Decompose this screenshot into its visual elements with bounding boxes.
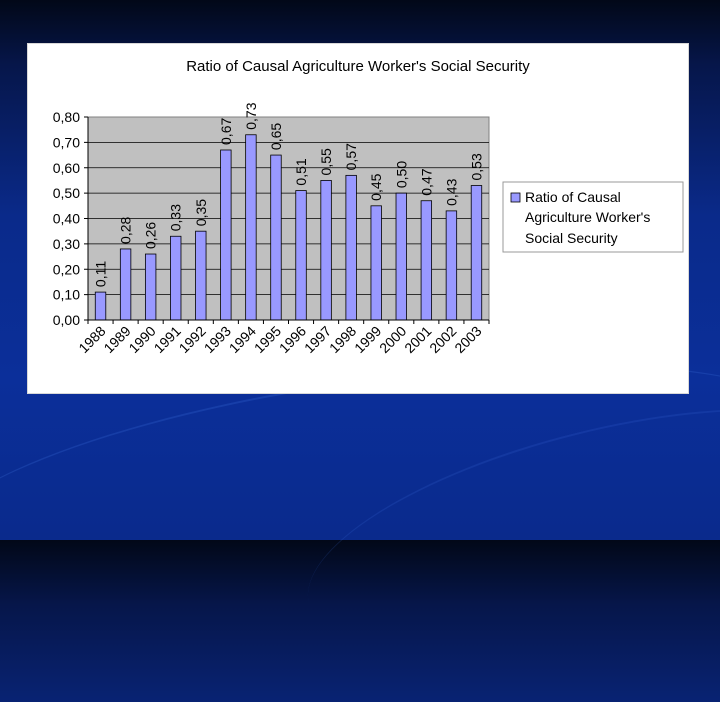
x-tick-label: 1990 xyxy=(125,323,158,356)
data-label: 0,67 xyxy=(218,118,234,145)
legend-line-1: Ratio of Causal xyxy=(525,189,621,205)
x-tick-label: 1993 xyxy=(201,323,234,356)
y-tick-label: 0,10 xyxy=(53,287,80,303)
bar xyxy=(220,149,232,321)
x-tick-label: 1992 xyxy=(176,323,209,356)
data-label: 0,35 xyxy=(193,199,209,226)
data-label: 0,53 xyxy=(468,153,484,180)
legend-line-2: Agriculture Worker's xyxy=(525,209,650,225)
x-tick-label: 1996 xyxy=(276,323,309,356)
bar xyxy=(370,205,382,321)
x-tick-label: 2003 xyxy=(451,323,484,356)
y-tick-label: 0,60 xyxy=(53,160,80,176)
chart-panel: Ratio of Causal Agriculture Worker's Soc… xyxy=(28,44,688,393)
x-tick-label: 2002 xyxy=(426,323,459,356)
x-tick-label: 1989 xyxy=(100,323,133,356)
y-tick-label: 0,80 xyxy=(53,109,80,125)
data-label: 0,51 xyxy=(293,158,309,185)
legend: Ratio of Causal Agriculture Worker's Soc… xyxy=(502,181,684,253)
y-tick-label: 0,40 xyxy=(53,211,80,227)
x-tick-label: 2000 xyxy=(376,323,409,356)
bar xyxy=(245,134,257,321)
y-tick-label: 0,00 xyxy=(53,312,80,328)
x-tick-label: 1991 xyxy=(150,323,183,356)
y-tick-label: 0,50 xyxy=(53,185,80,201)
x-tick-label: 1994 xyxy=(226,323,259,356)
bar xyxy=(144,253,157,321)
data-label: 0,55 xyxy=(318,148,334,175)
bar xyxy=(170,235,182,321)
bar xyxy=(395,192,407,321)
x-tick-label: 2001 xyxy=(401,323,434,356)
data-label: 0,57 xyxy=(343,143,359,170)
bar xyxy=(119,248,132,321)
legend-line-3: Social Security xyxy=(525,230,618,246)
y-tick-label: 0,70 xyxy=(53,134,80,150)
x-tick-label: 1998 xyxy=(326,323,359,356)
data-label: 0,26 xyxy=(143,222,159,249)
data-label: 0,47 xyxy=(418,168,434,195)
legend-box xyxy=(502,181,684,253)
data-label: 0,11 xyxy=(93,261,109,287)
bar xyxy=(345,174,357,321)
y-tick-label: 0,20 xyxy=(53,261,80,277)
bar xyxy=(195,230,207,321)
data-label: 0,50 xyxy=(393,161,409,188)
data-label: 0,73 xyxy=(243,102,259,129)
bar xyxy=(320,180,332,321)
bar xyxy=(445,210,458,321)
data-label: 0,33 xyxy=(168,204,184,231)
x-tick-label: 1997 xyxy=(301,323,334,356)
x-tick-label: 1995 xyxy=(251,323,284,356)
x-tick-label: 1988 xyxy=(75,323,108,356)
data-label: 0,28 xyxy=(118,216,134,243)
data-label: 0,43 xyxy=(443,178,459,205)
bar xyxy=(94,291,107,321)
legend-swatch xyxy=(510,192,521,203)
data-label: 0,45 xyxy=(368,173,384,200)
bar xyxy=(270,154,282,321)
bar-chart: Ratio of Causal Agriculture Worker's Soc… xyxy=(53,58,684,356)
data-label: 0,65 xyxy=(268,123,284,150)
bar xyxy=(295,190,307,321)
chart-title: Ratio of Causal Agriculture Worker's Soc… xyxy=(186,58,530,75)
x-tick-label: 1999 xyxy=(351,323,384,356)
y-tick-label: 0,30 xyxy=(53,236,80,252)
bar xyxy=(420,200,433,321)
bar xyxy=(470,185,483,321)
